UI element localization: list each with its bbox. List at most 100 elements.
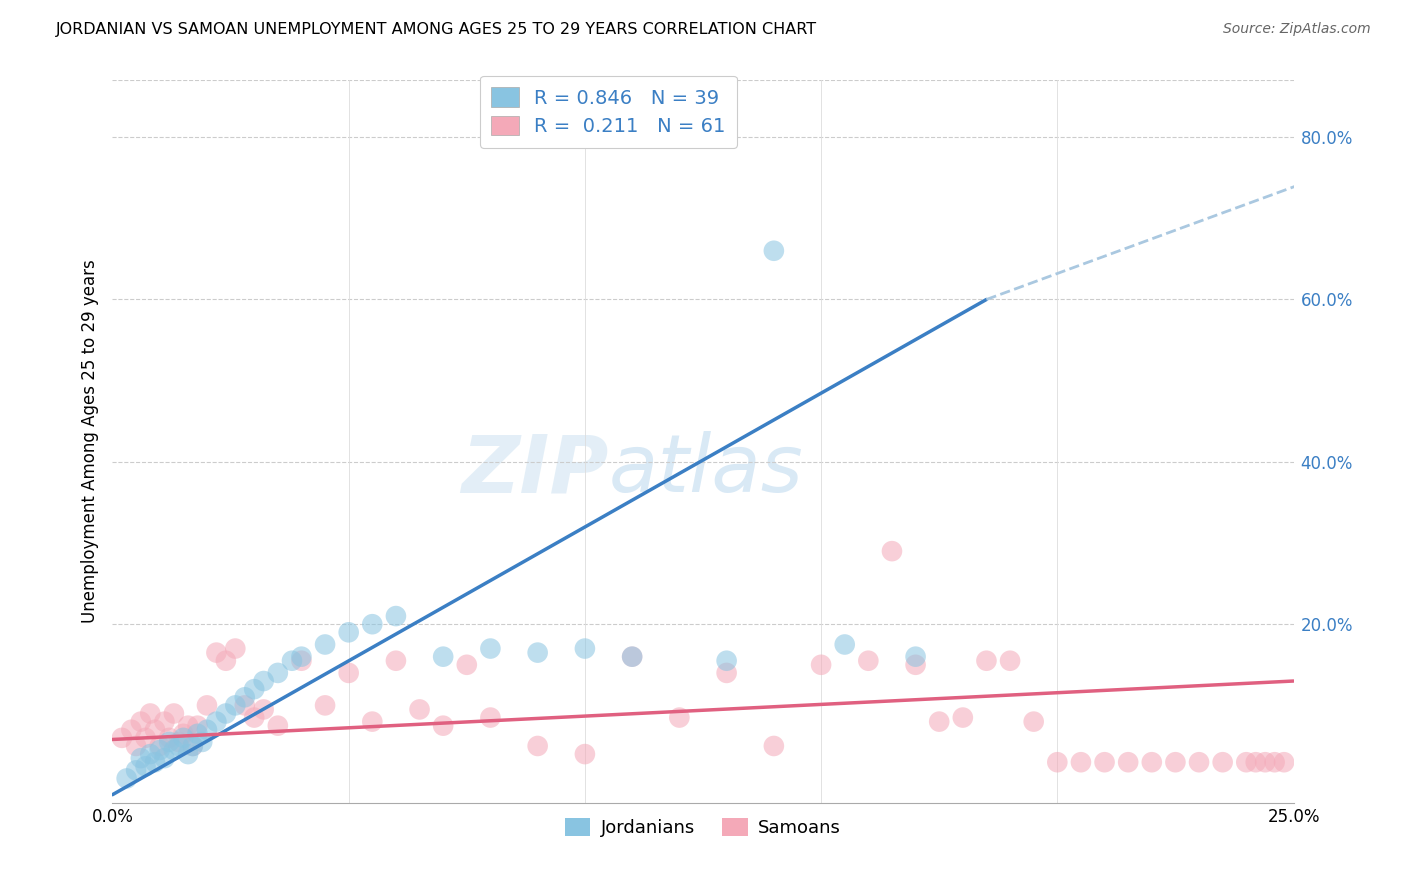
Point bbox=[243, 710, 266, 724]
Point bbox=[177, 747, 200, 761]
Point bbox=[880, 544, 903, 558]
Point bbox=[267, 665, 290, 680]
Point bbox=[157, 735, 180, 749]
Point bbox=[762, 244, 785, 258]
Point bbox=[1188, 755, 1211, 769]
Point bbox=[143, 723, 166, 737]
Point bbox=[361, 617, 384, 632]
Text: Source: ZipAtlas.com: Source: ZipAtlas.com bbox=[1223, 22, 1371, 37]
Point bbox=[139, 706, 162, 721]
Point bbox=[224, 641, 246, 656]
Point bbox=[195, 723, 218, 737]
Text: JORDANIAN VS SAMOAN UNEMPLOYMENT AMONG AGES 25 TO 29 YEARS CORRELATION CHART: JORDANIAN VS SAMOAN UNEMPLOYMENT AMONG A… bbox=[56, 22, 817, 37]
Point bbox=[172, 731, 194, 745]
Point bbox=[125, 764, 148, 778]
Point bbox=[1094, 755, 1116, 769]
Point bbox=[716, 654, 738, 668]
Point bbox=[157, 731, 180, 745]
Point bbox=[526, 646, 548, 660]
Point bbox=[1244, 755, 1267, 769]
Point bbox=[111, 731, 134, 745]
Point bbox=[314, 698, 336, 713]
Point bbox=[574, 747, 596, 761]
Point bbox=[314, 638, 336, 652]
Point bbox=[163, 743, 186, 757]
Point bbox=[479, 710, 502, 724]
Point bbox=[432, 719, 454, 733]
Point bbox=[205, 646, 228, 660]
Point bbox=[153, 714, 176, 729]
Point bbox=[205, 714, 228, 729]
Point bbox=[1264, 755, 1286, 769]
Point bbox=[1254, 755, 1277, 769]
Point bbox=[172, 727, 194, 741]
Point bbox=[456, 657, 478, 672]
Point bbox=[904, 657, 927, 672]
Point bbox=[224, 698, 246, 713]
Point bbox=[928, 714, 950, 729]
Point bbox=[385, 654, 408, 668]
Point bbox=[432, 649, 454, 664]
Point bbox=[129, 751, 152, 765]
Point bbox=[479, 641, 502, 656]
Point bbox=[125, 739, 148, 753]
Point bbox=[253, 673, 276, 688]
Point bbox=[952, 710, 974, 724]
Point bbox=[149, 743, 172, 757]
Point bbox=[195, 698, 218, 713]
Point bbox=[1272, 755, 1295, 769]
Point bbox=[1140, 755, 1163, 769]
Point bbox=[810, 657, 832, 672]
Point bbox=[167, 739, 190, 753]
Point bbox=[526, 739, 548, 753]
Point bbox=[149, 739, 172, 753]
Point bbox=[115, 772, 138, 786]
Point bbox=[574, 641, 596, 656]
Point bbox=[1234, 755, 1257, 769]
Point bbox=[153, 751, 176, 765]
Y-axis label: Unemployment Among Ages 25 to 29 years: Unemployment Among Ages 25 to 29 years bbox=[80, 260, 98, 624]
Point bbox=[129, 714, 152, 729]
Point bbox=[1116, 755, 1139, 769]
Point bbox=[998, 654, 1021, 668]
Text: atlas: atlas bbox=[609, 432, 803, 509]
Point bbox=[1046, 755, 1069, 769]
Point bbox=[361, 714, 384, 729]
Point bbox=[621, 649, 644, 664]
Point bbox=[191, 735, 214, 749]
Point bbox=[243, 682, 266, 697]
Point bbox=[186, 727, 208, 741]
Point bbox=[1070, 755, 1092, 769]
Point bbox=[233, 698, 256, 713]
Point bbox=[408, 702, 430, 716]
Point bbox=[281, 654, 304, 668]
Point bbox=[135, 731, 157, 745]
Point bbox=[120, 723, 142, 737]
Point bbox=[163, 706, 186, 721]
Text: ZIP: ZIP bbox=[461, 432, 609, 509]
Point bbox=[858, 654, 880, 668]
Point bbox=[621, 649, 644, 664]
Point bbox=[181, 739, 204, 753]
Point bbox=[976, 654, 998, 668]
Point bbox=[186, 719, 208, 733]
Point bbox=[1164, 755, 1187, 769]
Point bbox=[139, 747, 162, 761]
Point bbox=[1212, 755, 1234, 769]
Point bbox=[290, 654, 312, 668]
Point bbox=[834, 638, 856, 652]
Point bbox=[143, 755, 166, 769]
Point bbox=[716, 665, 738, 680]
Point bbox=[267, 719, 290, 733]
Point bbox=[337, 665, 360, 680]
Point bbox=[215, 654, 238, 668]
Point bbox=[1022, 714, 1045, 729]
Point bbox=[668, 710, 690, 724]
Point bbox=[290, 649, 312, 664]
Point bbox=[177, 719, 200, 733]
Point bbox=[762, 739, 785, 753]
Point bbox=[337, 625, 360, 640]
Point bbox=[904, 649, 927, 664]
Point bbox=[233, 690, 256, 705]
Point bbox=[181, 739, 204, 753]
